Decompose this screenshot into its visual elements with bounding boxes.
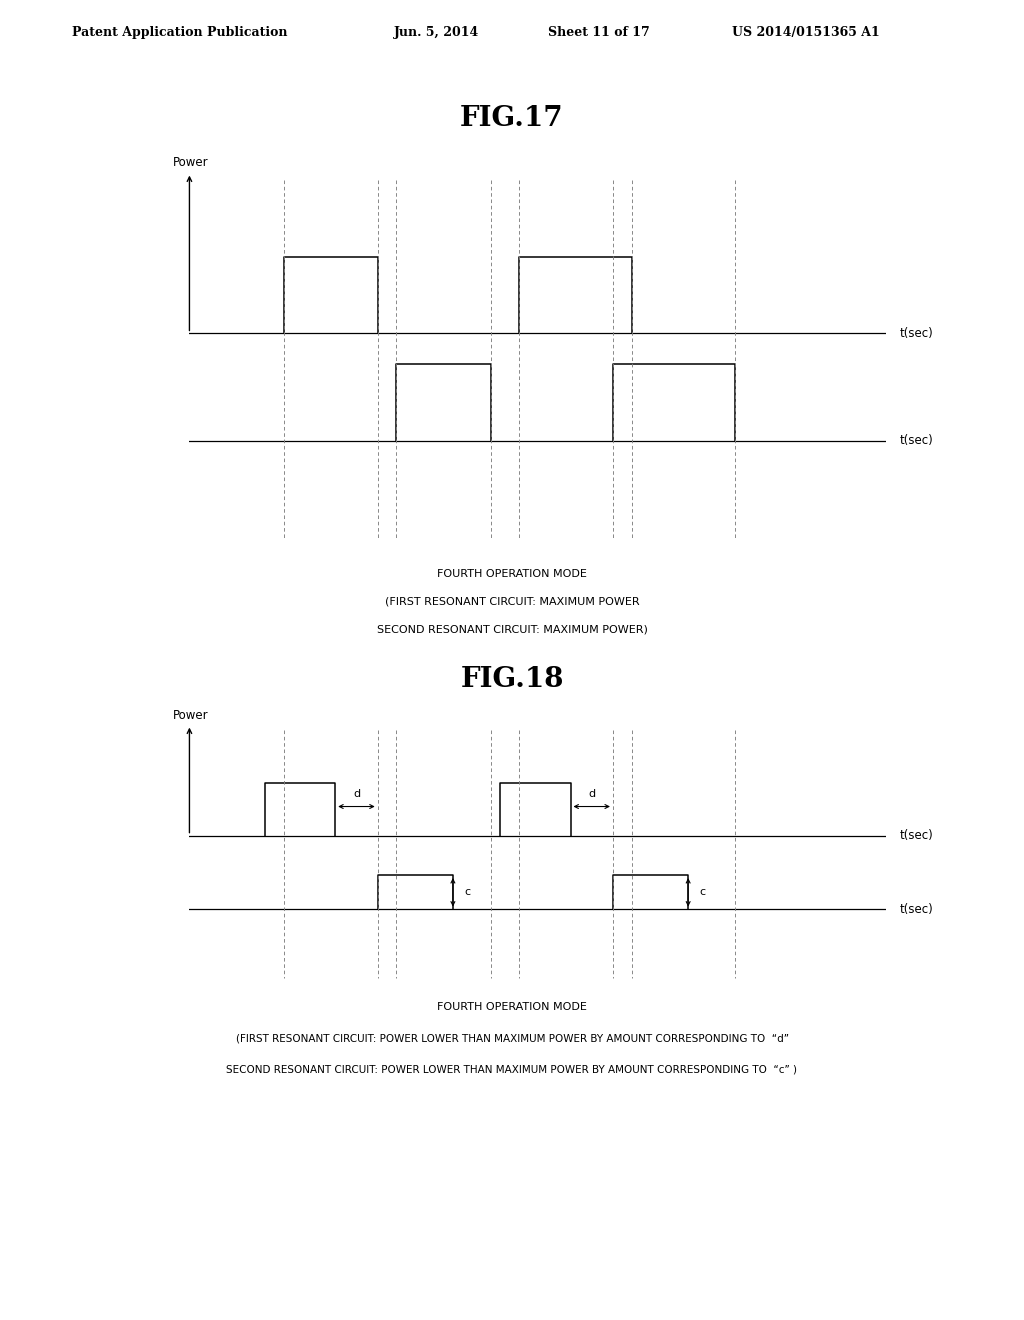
Text: US 2014/0151365 A1: US 2014/0151365 A1 <box>732 26 880 40</box>
Text: SECOND RESONANT CIRCUIT: POWER LOWER THAN MAXIMUM POWER BY AMOUNT CORRESPONDING : SECOND RESONANT CIRCUIT: POWER LOWER THA… <box>226 1065 798 1074</box>
Text: Sheet 11 of 17: Sheet 11 of 17 <box>548 26 649 40</box>
Text: Patent Application Publication: Patent Application Publication <box>72 26 287 40</box>
Text: (FIRST RESONANT CIRCUIT: MAXIMUM POWER: (FIRST RESONANT CIRCUIT: MAXIMUM POWER <box>385 597 639 606</box>
Text: t(sec): t(sec) <box>900 903 934 916</box>
Text: (FIRST RESONANT CIRCUIT: POWER LOWER THAN MAXIMUM POWER BY AMOUNT CORRESPONDING : (FIRST RESONANT CIRCUIT: POWER LOWER THA… <box>236 1034 788 1043</box>
Text: t(sec): t(sec) <box>900 829 934 842</box>
Text: FOURTH OPERATION MODE: FOURTH OPERATION MODE <box>437 1002 587 1011</box>
Text: FIG.18: FIG.18 <box>460 667 564 693</box>
Text: c: c <box>464 887 470 898</box>
Text: FIG.17: FIG.17 <box>460 106 564 132</box>
Text: t(sec): t(sec) <box>900 434 934 447</box>
Text: d: d <box>588 788 595 799</box>
Text: Jun. 5, 2014: Jun. 5, 2014 <box>394 26 479 40</box>
Text: SECOND RESONANT CIRCUIT: MAXIMUM POWER): SECOND RESONANT CIRCUIT: MAXIMUM POWER) <box>377 624 647 634</box>
Text: c: c <box>699 887 706 898</box>
Text: Power: Power <box>172 709 208 722</box>
Text: t(sec): t(sec) <box>900 327 934 341</box>
Text: FOURTH OPERATION MODE: FOURTH OPERATION MODE <box>437 569 587 578</box>
Text: Power: Power <box>172 156 208 169</box>
Text: d: d <box>353 788 360 799</box>
